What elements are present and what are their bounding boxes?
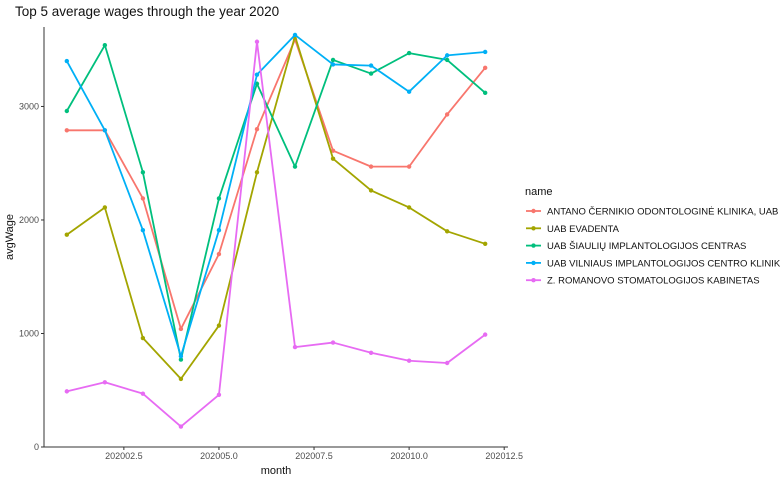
y-tick-label: 3000 (19, 101, 39, 111)
data-point (482, 90, 488, 96)
data-point (482, 332, 488, 337)
x-tick-label: 202005.0 (200, 451, 238, 461)
data-point (102, 380, 108, 385)
data-point (140, 335, 146, 341)
series-line (66, 38, 486, 330)
data-point (102, 42, 108, 48)
data-point (64, 232, 70, 237)
data-point (216, 196, 222, 201)
data-point (102, 205, 108, 210)
x-tick-label: 202007.5 (295, 451, 333, 461)
series-line (66, 35, 486, 380)
series-3 (64, 42, 488, 362)
legend-label: UAB VILNIAUS IMPLANTOLOGIJOS CENTRO KLIN… (547, 258, 780, 269)
legend-label: Z. ROMANOVO STOMATOLOGIJOS KABINETAS (547, 276, 760, 287)
data-point (216, 251, 222, 257)
data-point (330, 156, 336, 161)
y-tick-label: 1000 (19, 328, 39, 338)
data-point (64, 128, 70, 133)
series-5 (64, 39, 488, 429)
data-point (254, 72, 260, 77)
data-point (178, 424, 184, 429)
data-point (330, 340, 336, 345)
axes (43, 27, 508, 448)
data-point (178, 376, 184, 382)
data-point (444, 229, 450, 234)
legend-key-point (531, 278, 536, 283)
data-point (406, 164, 412, 169)
data-point (444, 53, 450, 58)
legend-title: name (525, 186, 553, 198)
series-4 (64, 32, 488, 359)
data-point (368, 350, 374, 355)
data-point (444, 57, 450, 63)
x-tick-label: 202010.0 (390, 451, 428, 461)
legend-label: ANTANO ČERNIKIO ODONTOLOGINĖ KLINIKA, UA… (547, 207, 778, 218)
series-line (66, 44, 486, 361)
data-point (292, 164, 298, 169)
legend-item: ANTANO ČERNIKIO ODONTOLOGINĖ KLINIKA, UA… (526, 207, 778, 218)
data-point (140, 196, 146, 201)
legend-key-point (531, 226, 536, 231)
data-point (330, 148, 336, 153)
data-point (254, 126, 260, 132)
data-point (216, 323, 222, 328)
legend-key-point (531, 260, 536, 266)
data-point (254, 39, 260, 44)
data-point (368, 63, 374, 68)
data-point (178, 353, 184, 359)
legend-item: Z. ROMANOVO STOMATOLOGIJOS KABINETAS (526, 276, 760, 287)
data-point (444, 360, 450, 366)
data-point (482, 241, 488, 247)
data-point (482, 49, 488, 55)
legend-key-point (531, 208, 536, 214)
data-point (140, 227, 146, 233)
data-point (178, 326, 184, 332)
legend-item: UAB VILNIAUS IMPLANTOLOGIJOS CENTRO KLIN… (526, 258, 780, 269)
series-line (66, 40, 486, 428)
data-point (140, 170, 146, 175)
data-point (330, 62, 336, 67)
legend-label: UAB EVADENTA (547, 224, 620, 235)
x-axis-label: month (261, 465, 292, 477)
data-point (368, 164, 374, 169)
series-lines (64, 32, 488, 429)
data-point (292, 344, 298, 350)
data-point (102, 128, 108, 133)
data-point (64, 389, 70, 394)
data-point (406, 205, 412, 210)
series-line (66, 34, 486, 358)
data-point (406, 358, 412, 363)
data-point (64, 58, 70, 64)
legend: name ANTANO ČERNIKIO ODONTOLOGINĖ KLINIKA… (525, 186, 780, 287)
data-point (406, 50, 412, 56)
legend-item: UAB EVADENTA (526, 224, 620, 235)
chart-title: Top 5 average wages through the year 202… (15, 4, 280, 19)
x-tick-label: 202002.5 (105, 451, 143, 461)
data-point (368, 71, 374, 76)
data-point (216, 227, 222, 233)
legend-key-point (531, 243, 536, 248)
data-point (254, 170, 260, 175)
data-point (444, 112, 450, 117)
y-axis-label: avgWage (4, 214, 16, 260)
data-point (368, 188, 374, 193)
y-tick-label: 2000 (19, 215, 39, 225)
x-ticks: 202002.5 202005.0 202007.5 202010.0 202012.5 (105, 447, 523, 461)
data-point (140, 391, 146, 396)
y-tick-label: 0 (34, 442, 39, 452)
data-point (178, 357, 184, 362)
data-point (292, 32, 298, 38)
data-point (406, 89, 412, 94)
y-ticks: 0 1000 2000 3000 (19, 101, 44, 452)
data-point (64, 108, 70, 114)
data-point (330, 57, 336, 63)
legend-label: UAB ŠIAULIŲ IMPLANTOLOGIJOS CENTRAS (547, 241, 746, 252)
x-tick-label: 202012.5 (485, 451, 523, 461)
legend-item: UAB ŠIAULIŲ IMPLANTOLOGIJOS CENTRAS (526, 241, 746, 252)
data-point (482, 65, 488, 71)
data-point (216, 392, 222, 397)
